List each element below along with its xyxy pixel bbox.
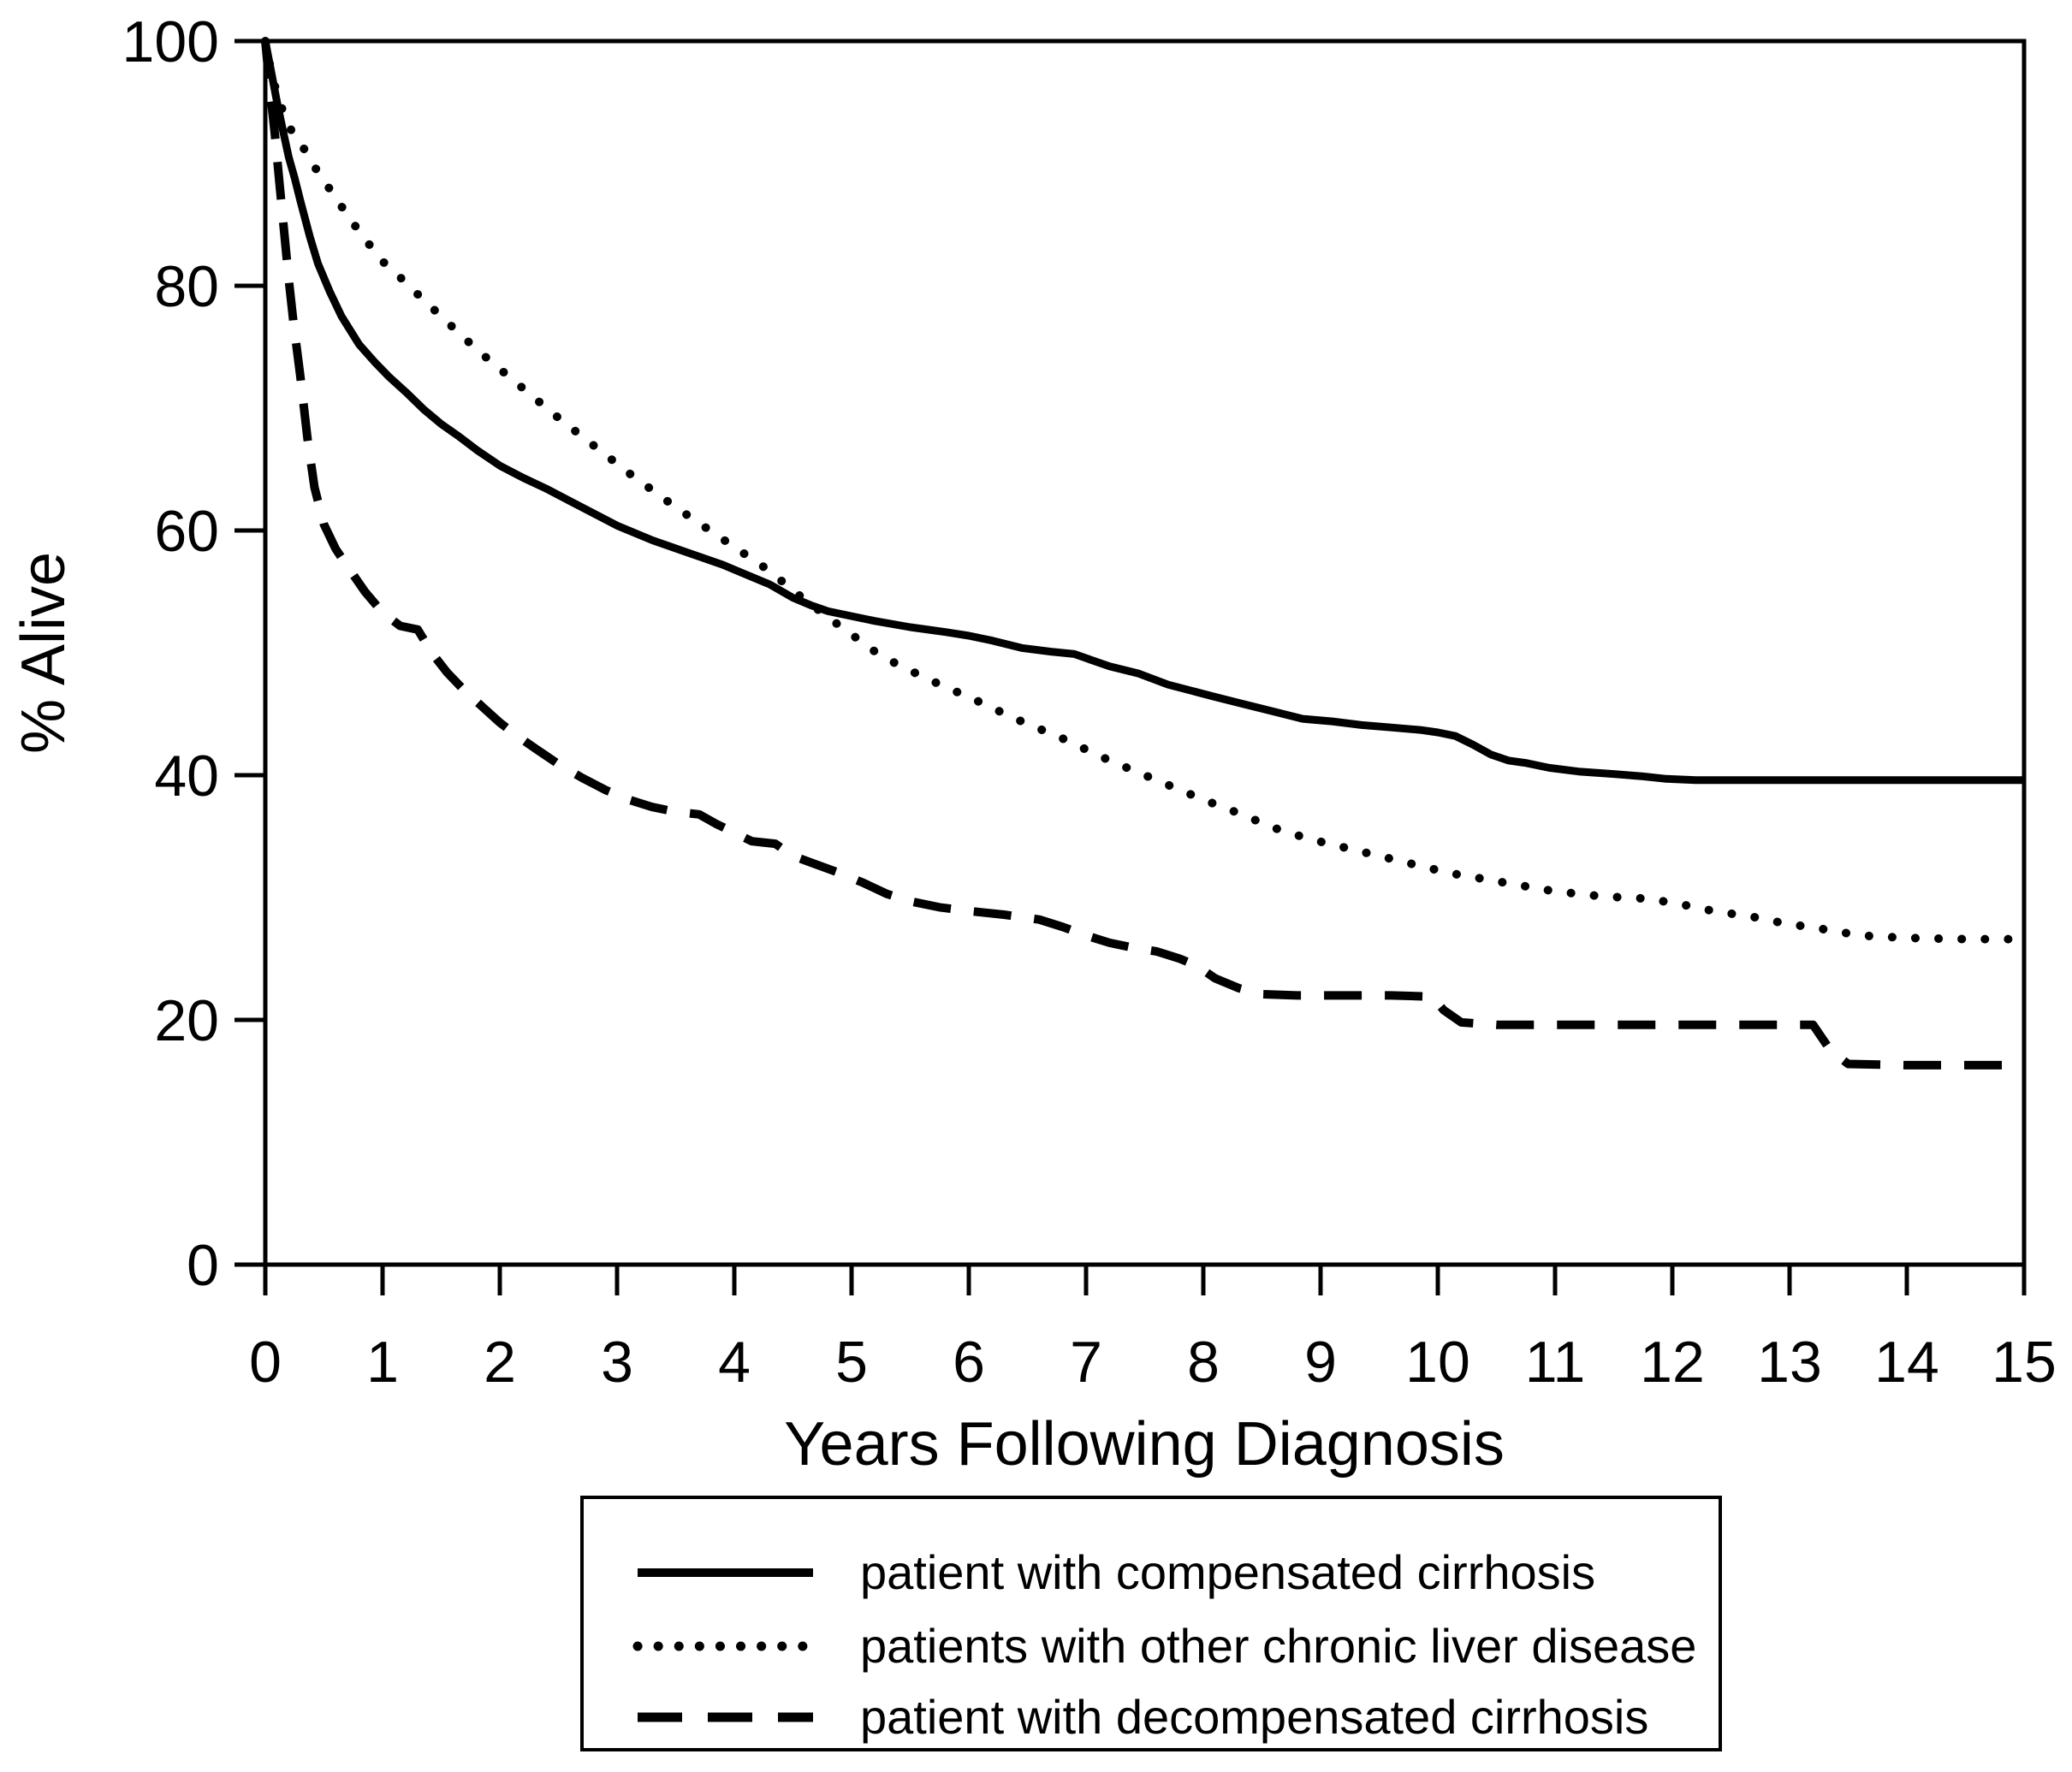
x-tick-label: 8 (1187, 1330, 1220, 1395)
x-tick-label: 10 (1405, 1330, 1470, 1395)
x-axis-ticks: 0 1 2 3 4 5 6 7 8 9 10 11 12 13 14 15 (249, 1265, 2057, 1395)
x-axis-title: Years Following Diagnosis (784, 1410, 1505, 1479)
y-tick-label: 20 (154, 988, 219, 1053)
x-tick-label: 4 (718, 1330, 751, 1395)
y-tick-label: 80 (154, 254, 219, 319)
x-tick-label: 12 (1640, 1330, 1705, 1395)
x-tick-label: 1 (366, 1330, 399, 1395)
series-lines (261, 37, 2028, 1070)
legend-label: patient with compensated cirrhosis (860, 1545, 1595, 1599)
legend-box (580, 1496, 1722, 1751)
x-tick-label: 15 (1992, 1330, 2057, 1395)
series-line-solid (261, 40, 2024, 785)
x-tick-label: 6 (953, 1330, 985, 1395)
x-tick-label: 3 (601, 1330, 633, 1395)
legend: patient with compensated cirrhosis patien… (580, 1496, 1722, 1751)
y-axis-ticks: 0 20 40 60 80 100 (122, 9, 265, 1298)
legend-label: patients with other chronic liver diseas… (860, 1619, 1696, 1673)
y-tick-label: 40 (154, 744, 219, 809)
x-tick-label: 2 (484, 1330, 516, 1395)
y-axis-title: % Alive (9, 552, 78, 754)
x-tick-label: 0 (249, 1330, 282, 1395)
x-tick-label: 7 (1070, 1330, 1102, 1395)
y-tick-label: 0 (187, 1233, 219, 1298)
series-line-dotted (261, 37, 2028, 944)
y-tick-label: 60 (154, 499, 219, 564)
series-line-dashed (261, 40, 2024, 1070)
plot-frame (263, 39, 2027, 1267)
y-tick-label: 100 (122, 9, 219, 74)
x-tick-label: 13 (1757, 1330, 1822, 1395)
x-tick-label: 5 (835, 1330, 868, 1395)
x-tick-label: 9 (1304, 1330, 1337, 1395)
x-tick-label: 11 (1525, 1330, 1586, 1395)
plot-box (263, 39, 2027, 1267)
x-tick-label: 14 (1874, 1330, 1939, 1395)
legend-label: patient with decompensated cirrhosis (860, 1690, 1648, 1744)
